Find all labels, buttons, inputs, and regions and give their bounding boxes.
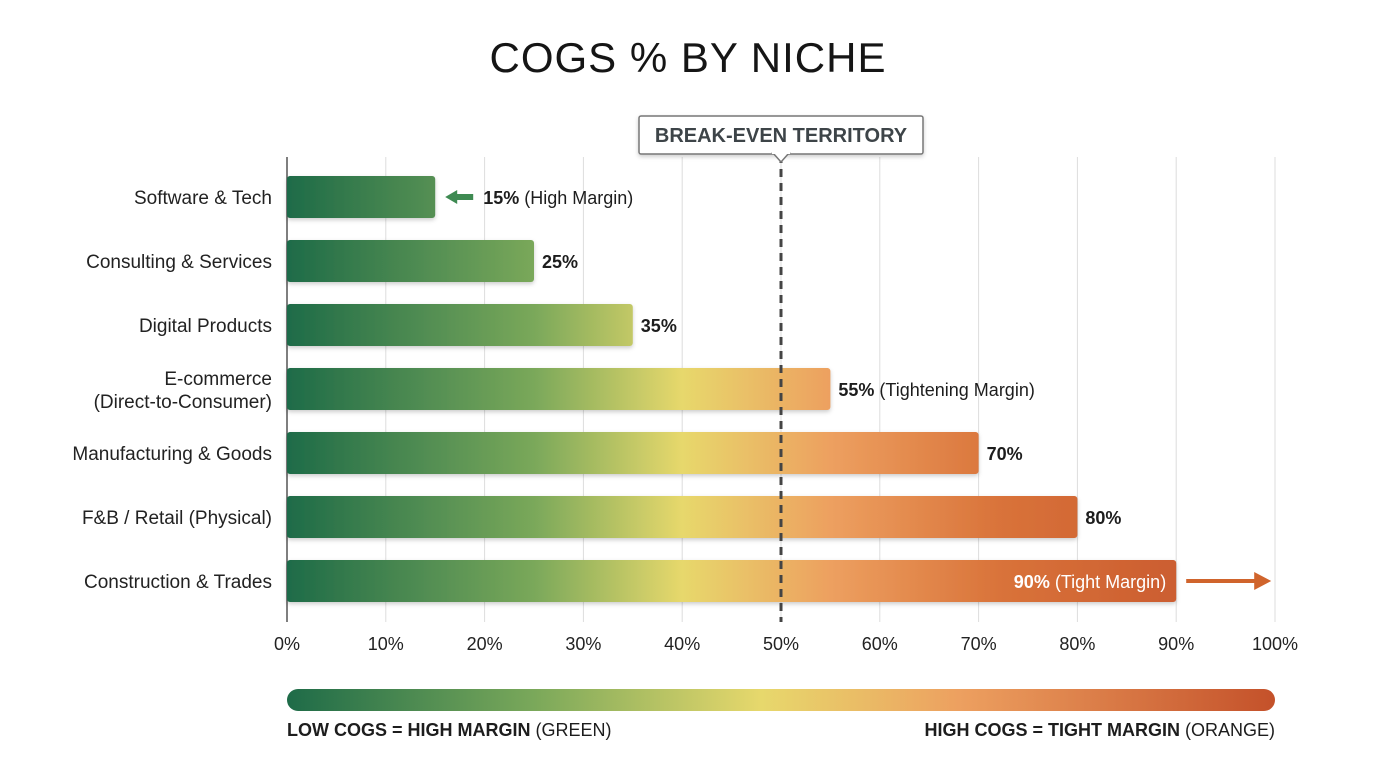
category-label: Consulting & Services — [86, 252, 272, 273]
x-tick-label: 80% — [1059, 634, 1095, 654]
value-label: 90% (Tight Margin) — [1014, 572, 1166, 592]
x-tick-label: 50% — [763, 634, 799, 654]
value-label: 15% (High Margin) — [483, 188, 633, 208]
bar — [287, 368, 831, 410]
category-label: Manufacturing & Goods — [72, 444, 272, 465]
x-tick-label: 100% — [1252, 634, 1298, 654]
high-margin-arrow — [445, 190, 474, 204]
category-label: Software & Tech — [134, 188, 272, 209]
bar — [287, 240, 534, 282]
legend-low-cogs: LOW COGS = HIGH MARGIN (GREEN) — [287, 720, 612, 740]
value-label: 70% — [987, 444, 1023, 464]
value-label: 55% (Tightening Margin) — [838, 380, 1034, 400]
break-even-label: BREAK-EVEN TERRITORY — [655, 125, 908, 147]
value-label: 35% — [641, 316, 677, 336]
x-tick-label: 90% — [1158, 634, 1194, 654]
tight-margin-arrow — [1186, 572, 1272, 590]
x-tick-label: 20% — [467, 634, 503, 654]
bar — [287, 304, 633, 346]
category-label: F&B / Retail (Physical) — [82, 508, 272, 529]
x-tick-label: 10% — [368, 634, 404, 654]
chart-title: COGS % BY NICHE — [489, 34, 887, 81]
bar — [287, 176, 436, 218]
value-label: 80% — [1085, 508, 1121, 528]
x-tick-label: 60% — [862, 634, 898, 654]
category-label: Construction & Trades — [84, 572, 272, 593]
x-tick-label: 40% — [664, 634, 700, 654]
x-tick-label: 0% — [274, 634, 300, 654]
callout-pointer — [771, 152, 791, 164]
category-label: E-commerce (Direct-to-Consumer) — [94, 369, 272, 413]
bar — [287, 560, 1177, 602]
color-scale-bar — [287, 689, 1275, 711]
legend-high-cogs: HIGH COGS = TIGHT MARGIN (ORANGE) — [924, 720, 1275, 740]
bar — [287, 432, 979, 474]
x-tick-label: 30% — [565, 634, 601, 654]
category-label: Digital Products — [139, 316, 272, 337]
x-tick-label: 70% — [961, 634, 997, 654]
bar — [287, 496, 1078, 538]
value-label: 25% — [542, 252, 578, 272]
